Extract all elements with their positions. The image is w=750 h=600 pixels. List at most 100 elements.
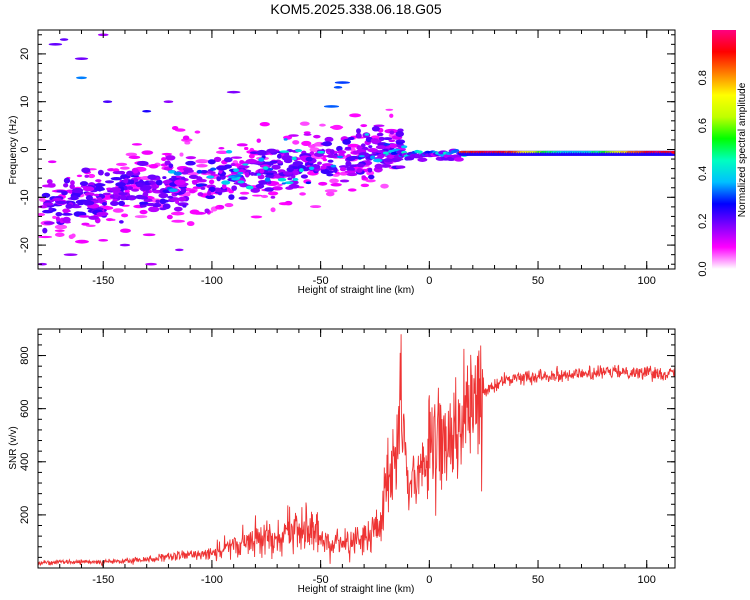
spectrogram-cell	[383, 157, 394, 163]
spectrogram-ytick-label: -20	[19, 237, 31, 253]
spectrogram-cell	[333, 86, 343, 89]
spectrogram-cell	[52, 215, 57, 219]
spectrogram-cell	[292, 140, 300, 145]
spectrogram-cell	[299, 192, 306, 196]
spectrogram-cell	[373, 158, 383, 163]
spectrogram-cell	[453, 157, 464, 162]
spectrogram-cell	[299, 168, 304, 173]
spectrogram-cell	[173, 206, 183, 212]
spectrogram-cell	[52, 197, 62, 202]
spectrogram-cell	[62, 208, 71, 213]
spectrogram-cell	[330, 183, 342, 187]
spectrogram-cell	[48, 207, 53, 211]
spectrogram-cell	[79, 181, 89, 186]
spectrogram-cell	[182, 204, 187, 208]
spectrogram-cell	[288, 134, 299, 137]
spectrogram-cell	[308, 144, 316, 148]
spectrogram-cell	[55, 211, 63, 217]
spectrogram-cell	[250, 215, 263, 219]
spectrogram-cell	[336, 155, 344, 159]
spectrogram-cell	[54, 229, 65, 233]
spectrogram-cell	[264, 174, 276, 179]
spectrogram-cell	[291, 156, 297, 161]
spectrogram-cell	[331, 124, 343, 130]
spectrogram-cell	[385, 108, 394, 111]
spectrogram-cell	[339, 171, 348, 176]
spectrogram-cell	[167, 170, 176, 174]
spectrogram-cell	[140, 184, 152, 191]
spectrogram-cell	[102, 100, 113, 103]
spectrogram-cell	[39, 197, 46, 202]
spectrogram-cell	[292, 177, 299, 182]
spectrogram-cell	[118, 192, 128, 196]
spectrogram-cell	[333, 166, 338, 173]
snr-xtick-label: 0	[426, 574, 432, 586]
spectrogram-cell	[216, 176, 222, 182]
spectrogram-cell	[142, 109, 152, 113]
spectrogram-cell	[112, 208, 124, 213]
spectrogram-cell	[258, 157, 265, 162]
spectrogram-cell	[244, 171, 250, 178]
spectrogram-cell	[339, 179, 350, 183]
spectrogram-ytick-label: 10	[19, 96, 31, 108]
spectrogram-cell	[360, 183, 370, 188]
spectrogram-cell	[215, 189, 228, 193]
spectrogram-cell	[317, 150, 325, 154]
spectrogram-cell	[389, 130, 395, 135]
spectrogram-cell	[161, 157, 167, 162]
colorbar-gradient	[712, 30, 736, 269]
spectrogram-cell	[76, 174, 83, 178]
spectrogram-cell	[124, 177, 129, 184]
spectrogram-cell	[224, 203, 234, 208]
spectrogram-cell	[283, 158, 293, 164]
snr-panel: -150 -100 -50 0 50 100 200 400 600 800 Height of …	[8, 328, 676, 595]
snr-ytick-label: 200	[19, 506, 31, 524]
spectrogram-cell	[356, 168, 363, 174]
spectrogram-cell	[85, 194, 93, 201]
spectrogram-cell	[205, 194, 216, 200]
spectrogram-cell	[204, 208, 210, 214]
spectrogram-cell	[175, 200, 180, 205]
spectrogram-cell	[347, 136, 355, 141]
spectrogram-cell	[74, 239, 89, 244]
spectrogram-cell	[148, 206, 160, 213]
spectrogram-cell	[374, 163, 384, 170]
spectrogram-cell	[216, 165, 228, 171]
spectrogram-cell	[69, 183, 75, 190]
spectrogram-cell	[320, 169, 331, 175]
spectrogram-cell	[342, 138, 352, 145]
spectrogram-cell	[329, 178, 339, 184]
spectrogram-cell	[255, 183, 265, 189]
snr-series-line	[38, 334, 675, 567]
spectrogram-cell	[185, 160, 196, 166]
spectrogram-cell	[382, 151, 389, 155]
spectrogram-cell	[63, 253, 78, 256]
spectrogram-cell	[112, 170, 125, 175]
spectrogram-cell	[401, 145, 408, 149]
spectrogram-cell	[139, 204, 147, 208]
spectrogram-cell	[208, 179, 215, 185]
spectrogram-cell	[356, 145, 363, 150]
spectrogram-cell	[119, 243, 131, 247]
spectrogram-cell	[245, 185, 254, 190]
spectrogram-cell	[417, 157, 428, 162]
spectrogram-cell	[365, 179, 376, 183]
spectrogram-cell	[225, 149, 233, 154]
spectrogram-cell	[128, 155, 141, 160]
snr-xtick-label: -150	[92, 574, 114, 586]
spectrogram-cell	[104, 172, 110, 177]
spectrogram-cell	[238, 165, 250, 169]
spectrogram-cell	[170, 211, 185, 216]
spectrogram-xtick-label: -100	[201, 275, 223, 287]
spectrogram-cell	[126, 186, 134, 190]
snr-xtick-label: 50	[532, 574, 544, 586]
spectrogram-cell	[297, 165, 307, 170]
spectrogram-cell	[126, 170, 134, 177]
spectrogram-cell	[238, 196, 248, 200]
spectrogram-cell	[670, 150, 675, 154]
spectrogram-cell	[102, 201, 108, 206]
spectrogram-cell	[370, 138, 376, 144]
spectrogram-cell	[84, 192, 95, 197]
spectrogram-cell	[208, 186, 216, 193]
spectrogram-cell	[196, 176, 203, 181]
